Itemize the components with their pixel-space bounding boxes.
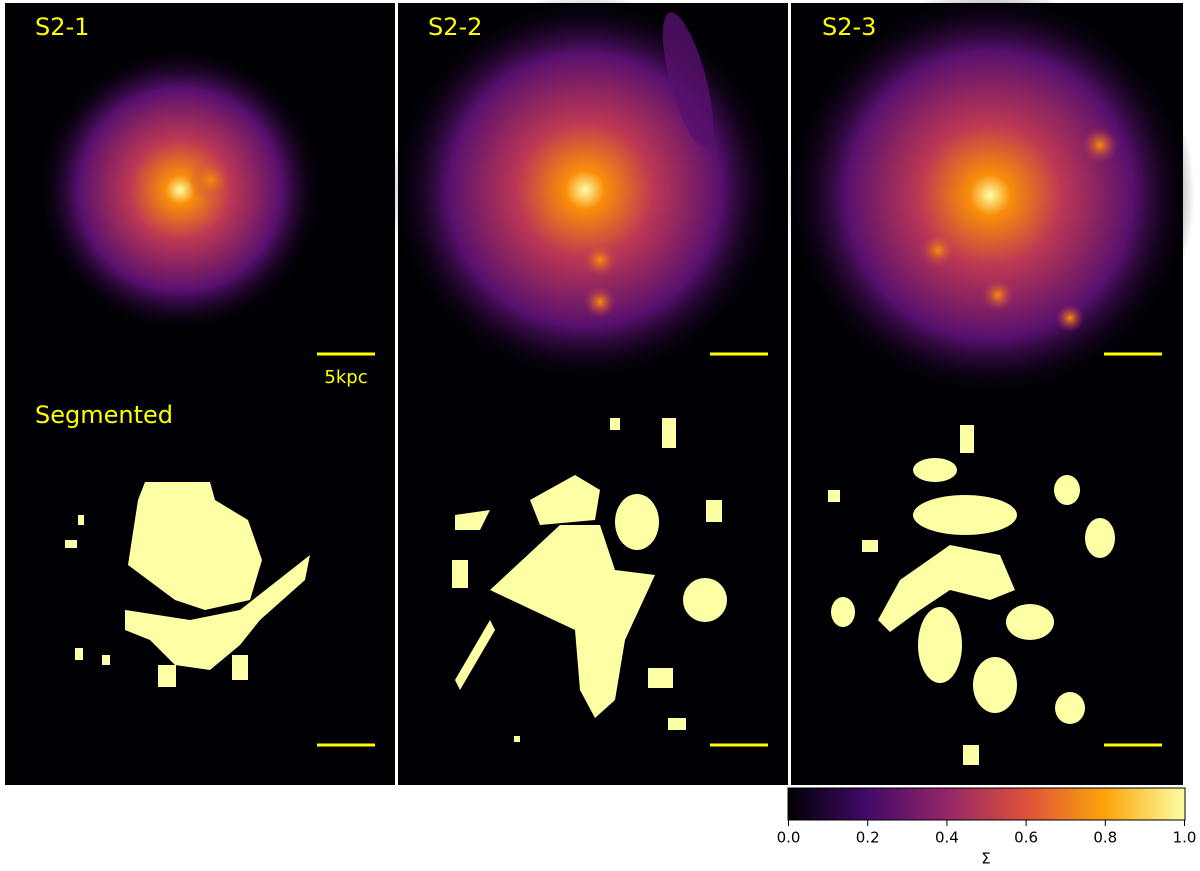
panel-label: S2-1 xyxy=(35,13,89,41)
colorbar-tick-label: 0.4 xyxy=(935,829,959,847)
colorbar-tick-label: 1.0 xyxy=(1173,829,1197,847)
scale-bar-label: 5kpc xyxy=(324,367,367,388)
panel-label: S2-3 xyxy=(822,13,876,41)
colorbar-tick-label: 0.2 xyxy=(856,829,880,847)
colorbar-tick-label: 0.0 xyxy=(777,829,801,847)
colorbar-label: Σ xyxy=(981,850,990,868)
scale-bar xyxy=(317,352,1162,747)
segmented-label: Segmented xyxy=(35,401,173,429)
segmentation-mask xyxy=(65,418,1115,765)
panel-label: S2-2 xyxy=(428,13,482,41)
galaxy-image xyxy=(35,0,1195,400)
colorbar-tick-label: 0.6 xyxy=(1014,829,1038,847)
colorbar-tick-label: 0.8 xyxy=(1093,829,1117,847)
colorbar xyxy=(787,787,1186,821)
